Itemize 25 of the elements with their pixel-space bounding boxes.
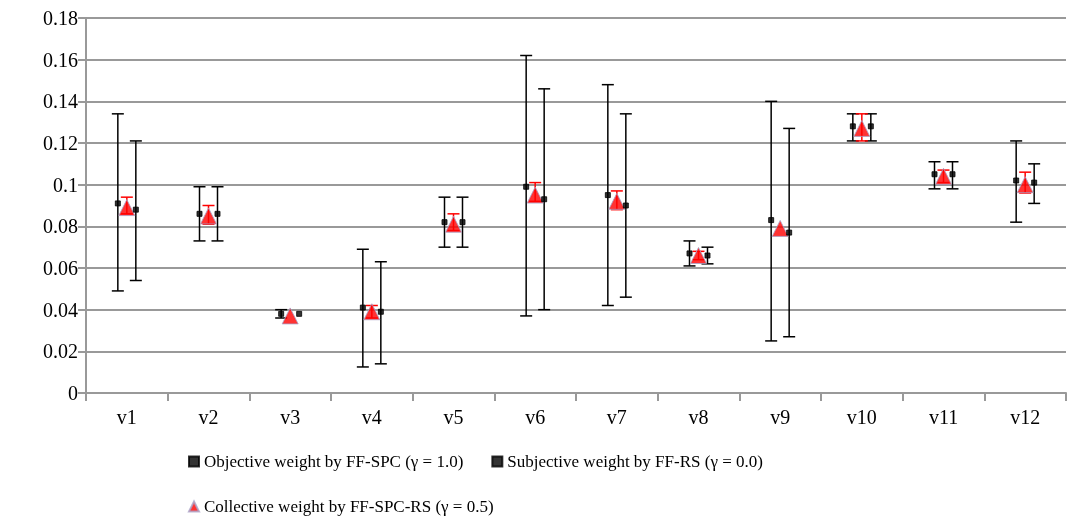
x-tick-label: v5 xyxy=(443,406,464,428)
x-tick-label: v3 xyxy=(280,406,301,428)
x-tick-label: v7 xyxy=(606,406,627,428)
x-tick-label: v6 xyxy=(525,406,546,428)
x-tick-label: v1 xyxy=(116,406,137,428)
x-tick-label: v9 xyxy=(770,406,791,428)
y-tick-label: 0.1 xyxy=(53,173,78,196)
x-tick-label: v8 xyxy=(688,406,709,428)
legend-label: Collective weight by FF-SPC-RS (γ = 0.5) xyxy=(204,497,494,516)
y-tick-label: 0 xyxy=(68,382,78,404)
y-tick-label: 0.12 xyxy=(43,132,78,154)
legend-label: Subjective weight by FF-RS (γ = 0.0) xyxy=(507,452,763,471)
x-tick-label: v12 xyxy=(1010,406,1041,428)
y-tick-label: 0.16 xyxy=(43,48,78,71)
x-tick-label: v10 xyxy=(846,406,877,428)
legend-label: Objective weight by FF-SPC (γ = 1.0) xyxy=(204,452,464,471)
y-tick-label: 0.04 xyxy=(43,298,78,321)
x-tick-label: v4 xyxy=(361,406,382,428)
y-tick-label: 0.14 xyxy=(43,90,78,113)
y-tick-label: 0.18 xyxy=(43,7,78,29)
y-tick-label: 0.02 xyxy=(43,340,78,363)
x-tick-label: v2 xyxy=(198,406,219,428)
y-tick-label: 0.06 xyxy=(43,257,78,279)
x-tick-label: v11 xyxy=(928,406,959,428)
y-tick-label: 0.08 xyxy=(43,215,78,238)
